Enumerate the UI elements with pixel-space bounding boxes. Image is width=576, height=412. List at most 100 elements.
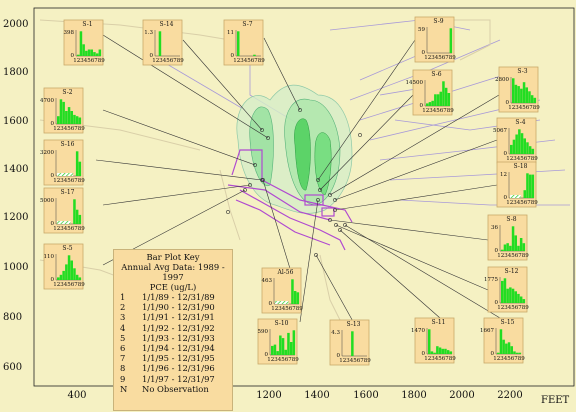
year-axis-label: 123456789	[424, 356, 456, 362]
year-axis-label: 123456789	[267, 357, 299, 363]
legend-key: 7	[120, 353, 126, 364]
bar-plot-insets: S-13980123456789S-141.30123456789S-71101…	[40, 16, 540, 366]
bar	[507, 342, 511, 354]
bar	[75, 151, 79, 176]
well-id-label: S-6	[431, 71, 441, 78]
legend-key: 6	[120, 343, 126, 354]
bar	[514, 235, 517, 251]
bar	[426, 103, 429, 106]
bar	[442, 81, 445, 106]
legend-value: 1/1/90 - 12/31/90	[142, 302, 215, 313]
y-max-label: 398	[64, 30, 75, 36]
y-max-label: 36	[491, 225, 498, 231]
bar	[441, 348, 444, 354]
y-zero-label: 0	[420, 103, 424, 109]
legend-key: 2	[120, 302, 126, 313]
bar	[533, 97, 537, 103]
well-id-label: S-11	[432, 319, 446, 326]
bar	[526, 142, 529, 154]
bar	[514, 84, 518, 103]
legend-value: 1/1/96 - 12/31/96	[142, 363, 215, 374]
well-id-label: S-10	[275, 320, 289, 327]
y-zero-label: 0	[231, 53, 235, 59]
bar	[291, 279, 294, 304]
year-axis-label: 123456789	[422, 108, 454, 114]
bar	[509, 245, 512, 251]
y-zero-label: 0	[51, 277, 55, 283]
bar	[517, 86, 520, 103]
year-axis-label: 123456789	[497, 305, 529, 311]
no-observation-hatch	[57, 221, 71, 224]
legend-row: 9 1/1/97 - 12/31/97	[118, 374, 228, 384]
bar	[273, 344, 277, 355]
y-max-label: 2800	[495, 77, 509, 83]
legend-row: 2 1/1/90 - 12/31/90	[118, 302, 228, 312]
bar	[505, 343, 508, 354]
legend-key: 1	[120, 292, 126, 302]
legend-value: 1/1/89 - 12/31/89	[142, 292, 215, 302]
bar	[439, 91, 442, 106]
bar	[75, 209, 79, 224]
bar	[497, 352, 500, 354]
y-max-label: 110	[44, 254, 55, 260]
y-tick-label: 2000	[3, 19, 28, 30]
well-id-label: S-16	[61, 141, 75, 148]
y-max-label: 14500	[406, 80, 424, 86]
bar	[444, 87, 448, 106]
bar	[523, 190, 526, 198]
bar	[518, 352, 522, 354]
bar	[447, 93, 451, 106]
legend-title: Bar Plot Key	[146, 252, 200, 262]
bar	[503, 244, 507, 251]
legend-value: 1/1/93 - 12/31/93	[142, 332, 215, 343]
y-tick-label: 1800	[3, 67, 28, 78]
bar	[449, 351, 453, 354]
bar	[509, 287, 512, 303]
x-tick-label: 1200	[256, 390, 281, 401]
bar	[237, 31, 240, 56]
bar	[284, 349, 287, 355]
legend-row: N No Observation	[118, 384, 228, 394]
well-id-label: S-18	[514, 163, 528, 170]
well-id-label: S-9	[433, 18, 443, 25]
bar	[67, 255, 71, 280]
bar	[73, 268, 76, 280]
bar-plot-frame	[261, 267, 302, 314]
well-id-label: S-15	[501, 319, 515, 326]
year-axis-label: 123456789	[506, 200, 538, 206]
well-id-label: S-13	[347, 321, 361, 328]
y-tick-label: 1600	[3, 116, 28, 127]
year-axis-label: 123456789	[508, 105, 540, 111]
bar	[519, 296, 523, 303]
legend-row: 8 1/1/96 - 12/31/96	[118, 363, 228, 373]
bar-plot-frame	[414, 317, 455, 364]
bar	[506, 243, 509, 251]
bar	[67, 107, 71, 124]
bar	[520, 88, 523, 103]
plume-contours	[236, 84, 353, 214]
bar-plot-frame	[487, 214, 528, 261]
legend-value: 1/1/91 - 12/31/91	[142, 312, 215, 323]
bar	[515, 352, 519, 354]
bar	[433, 352, 436, 354]
well-id-label: S-1	[82, 21, 92, 28]
leader-lines	[95, 34, 501, 326]
well-id-label: S-12	[505, 268, 519, 275]
y-zero-label: 0	[506, 100, 510, 106]
y-zero-label: 0	[504, 151, 508, 157]
x-tick-label: 1800	[401, 390, 426, 401]
y-max-label: 59	[418, 27, 425, 33]
legend-key: 4	[120, 322, 126, 333]
bar	[438, 347, 442, 354]
bar	[444, 348, 447, 354]
